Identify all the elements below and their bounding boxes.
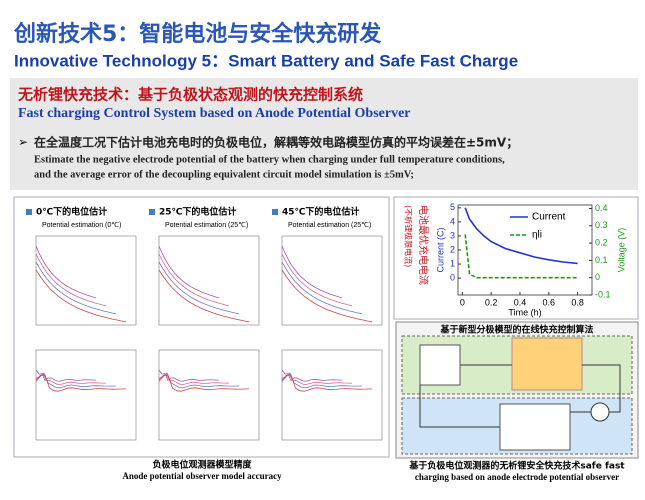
small-plot-curve [158,372,240,389]
small-plot-frame [281,235,383,326]
small-plot-curve [281,372,352,385]
y-tick-label: 5 [450,202,455,212]
y2-axis-label: Voltage (V) [616,228,626,273]
small-plot-curve [35,269,127,323]
plot-title-en: Potential estimation (25℃) [288,222,371,229]
small-plot-curve [281,374,373,392]
small-plot-curve [158,245,220,299]
x-tick-label: 0.4 [514,297,527,307]
gray-band [10,78,638,190]
y2-tick-label: 0.2 [595,237,608,247]
chart-panel [393,196,639,320]
section-title-cn: 无析锂快充技术：基于负极状态观测的快充控制系统 [17,86,363,104]
plot-title-en: Potential estimation (25℃) [165,222,248,229]
y-tick-label: 2 [450,244,455,254]
small-plot-curve [281,245,343,299]
plot-title-cn: 25℃下的电位估计 [159,206,236,218]
small-plot-curve [158,261,240,315]
small-plot-curve [158,253,230,307]
right-caption-en: charging based on anode electrode potent… [415,472,619,482]
y2-tick-label: -0.1 [595,289,611,299]
small-plot-frame [281,349,383,441]
bullet-square [272,209,278,215]
small-plot-frame [35,349,137,441]
diagram-block [511,337,583,391]
left-caption-en: Anode potential observer model accuracy [122,471,282,481]
plot-frame [457,204,593,296]
series-line [464,234,578,279]
diagram-node [590,402,610,422]
title-cn: 创新技术5：智能电池与安全快充研发 [13,21,382,47]
left-caption-cn: 负极电位观测器模型精度 [152,459,252,471]
small-plot-curve [35,374,127,392]
small-plot-curve [158,372,229,385]
y2-tick-label: 0 [595,272,600,282]
plot-title-cn: 45℃下的电位估计 [282,206,359,218]
small-plot-frame [35,235,137,326]
small-plot-curve [35,253,107,307]
y-axis-label: Current (C) [435,227,445,272]
x-tick-label: 0 [460,297,465,307]
y-tick-label: 1 [450,258,455,268]
small-plot-curve [281,253,353,307]
bullet-cn: 在全温度工况下估计电池充电时的负极电位，解耦等效电路模型仿真的平均误差在±5mV… [34,135,518,150]
bullet-square [26,209,32,215]
x-tick-label: 0.6 [543,297,556,307]
small-plot-curve [35,372,117,389]
section-title-en: Fast charging Control System based on An… [18,106,411,121]
legend-label: Current [532,212,566,223]
bullet-en: and the average error of the decoupling … [34,169,414,180]
small-plot-curve [158,374,250,392]
x-tick-label: 0.8 [571,297,584,307]
diagram-title: 基于新型分极模型的在线快充控制算法 [439,324,593,336]
small-plot-curve [281,261,363,315]
bullet-en: Estimate the negative electrode potentia… [34,154,505,165]
left-panel [13,196,390,458]
plot-title-cn: 0℃下的电位估计 [36,206,107,218]
small-plot-curve [35,245,97,299]
side-label: 电池最优充电电流 [417,205,430,285]
y-tick-label: 0 [450,273,455,283]
right-caption-cn: 基于负极电位观测器的无析锂安全快充技术safe fast [408,460,625,472]
x-axis-label: Time (h) [508,307,541,317]
y2-tick-label: 0.4 [595,203,608,213]
plot-title-en: Potential estimation (0℃) [42,222,121,229]
small-plot-curve [35,261,117,315]
small-plot-frame [158,235,260,326]
y2-tick-label: 0.3 [595,220,608,230]
small-plot-frame [158,349,260,441]
bullet-square [149,209,155,215]
small-plot-curve [158,269,250,323]
y-tick-label: 3 [450,230,455,240]
bullet-marker: ➢ [18,135,28,149]
small-plot-curve [35,372,106,385]
diagram-wire [419,364,621,428]
diagram-block [499,403,571,451]
small-plot-curve [281,372,363,389]
diagram-block [419,344,461,386]
small-plot-curve [281,269,373,323]
y2-tick-label: 0.1 [595,255,608,265]
y-tick-label: 4 [450,216,455,226]
title-en: Innovative Technology 5：Smart Battery an… [14,51,518,70]
side-label-sub: (不析锂极限电流) [404,205,414,267]
legend-label: ηli [532,230,542,241]
x-tick-label: 0.2 [485,297,498,307]
series-line [464,207,578,265]
